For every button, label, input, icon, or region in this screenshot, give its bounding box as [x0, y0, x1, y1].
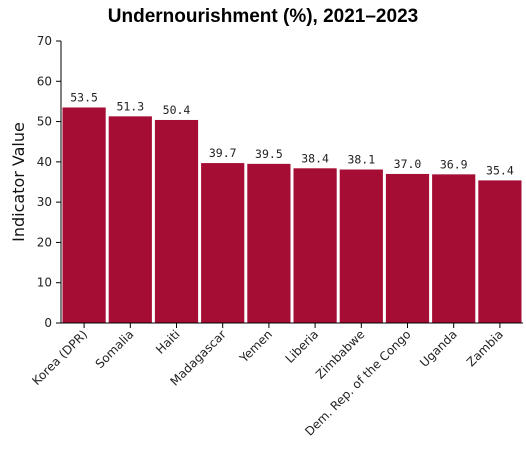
bar: [339, 169, 383, 323]
bar: [154, 119, 199, 324]
y-tick-label: 50: [37, 115, 52, 129]
bar-value-label: 35.4: [486, 163, 514, 177]
bar-value-label: 37.0: [394, 157, 422, 171]
x-tick-label: Liberia: [283, 327, 322, 366]
bar: [432, 174, 476, 323]
bar: [385, 173, 430, 323]
bar-value-label: 38.1: [347, 153, 375, 167]
y-tick-label: 60: [37, 74, 52, 88]
y-tick-label: 30: [37, 195, 52, 209]
y-tick-label: 10: [37, 276, 52, 290]
bar-value-label: 50.4: [163, 103, 191, 117]
bar: [108, 116, 152, 323]
x-tick-label: Haiti: [153, 327, 183, 357]
x-tick-label: Korea (DPR): [29, 327, 90, 388]
chart-title: Undernourishment (%), 2021–2023: [107, 6, 419, 27]
x-tick-label: Somalia: [93, 327, 137, 371]
bar-value-label: 38.4: [301, 151, 329, 165]
y-tick-label: 0: [44, 316, 52, 330]
y-tick-label: 20: [37, 235, 52, 249]
x-tick-label: Yemen: [236, 327, 275, 366]
bar: [478, 180, 522, 323]
bar: [201, 163, 245, 323]
bar-value-label: 36.9: [440, 157, 468, 171]
y-axis-label: Indicator Value: [9, 122, 28, 242]
y-tick-label: 40: [37, 155, 52, 169]
bar-value-label: 39.7: [209, 146, 237, 160]
bar-value-label: 53.5: [70, 90, 98, 104]
y-tick-label: 70: [37, 34, 52, 48]
y-axis: 0 10 20 30 40 50 60 70: [37, 34, 62, 330]
bar: [293, 168, 337, 323]
x-tick-label: Uganda: [417, 327, 460, 370]
bar: [247, 163, 291, 323]
bar-value-label: 51.3: [116, 99, 144, 113]
bars: 53.5 51.3 50.4 39.7 39.5 38.4 38.1 37.0 36.9 35.4: [62, 90, 522, 324]
x-tick-label: Zambia: [464, 327, 506, 369]
bar: [62, 107, 106, 323]
bar-value-label: 39.5: [255, 147, 283, 161]
